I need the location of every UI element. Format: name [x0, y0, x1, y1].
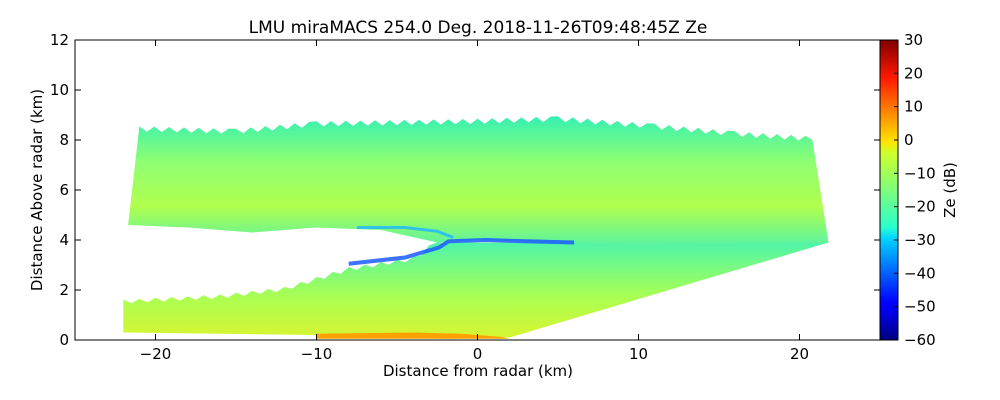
- colorbar-tick-label: −10: [904, 164, 936, 182]
- y-axis-label: Distance Above radar (km): [28, 89, 46, 291]
- chart-title: LMU miraMACS 254.0 Deg. 2018-11-26T09:48…: [249, 18, 708, 38]
- upper-echo-layer: [128, 116, 829, 245]
- colorbar-tick-label: −50: [904, 298, 936, 316]
- x-tick-label: −10: [301, 345, 333, 363]
- x-tick-label: 20: [790, 345, 809, 363]
- x-tick-label: 0: [473, 345, 483, 363]
- colorbar-tick-label: 0: [904, 131, 914, 149]
- colorbar-tick-label: −60: [904, 331, 936, 349]
- x-axis-label: Distance from radar (km): [383, 362, 573, 380]
- colorbar-tick-label: 20: [904, 64, 923, 82]
- colorbar-tick-label: 30: [904, 31, 923, 49]
- y-tick-label: 0: [59, 331, 69, 349]
- colorbar-tick-label: −30: [904, 231, 936, 249]
- y-tick-label: 10: [50, 81, 69, 99]
- colorbar: [879, 39, 899, 341]
- y-tick-label: 8: [59, 131, 69, 149]
- colorbar-ticks: 30 20 10 0 −10 −20 −30 −40 −50 −60: [894, 31, 936, 349]
- y-tick-label: 2: [59, 281, 69, 299]
- colorbar-tick-label: 10: [904, 98, 923, 116]
- colorbar-label: Ze (dB): [941, 162, 959, 218]
- weak-echo-band: [348, 237, 575, 266]
- strong-ground-echo: [316, 332, 510, 339]
- colorbar-tick-label: −40: [904, 264, 936, 282]
- y-axis: 0 2 4 6 8 10 12: [50, 31, 880, 349]
- x-tick-label: 10: [629, 345, 648, 363]
- y-tick-label: 4: [59, 231, 69, 249]
- y-tick-label: 12: [50, 31, 69, 49]
- colorbar-tick-label: −20: [904, 198, 936, 216]
- x-tick-label: −20: [140, 345, 172, 363]
- plot-area: [123, 116, 829, 339]
- weak-echo-band-upper: [356, 226, 454, 239]
- x-axis: −20 −10 0 10 20: [140, 40, 809, 363]
- lower-echo-layer: [123, 242, 829, 339]
- y-tick-label: 6: [59, 181, 69, 199]
